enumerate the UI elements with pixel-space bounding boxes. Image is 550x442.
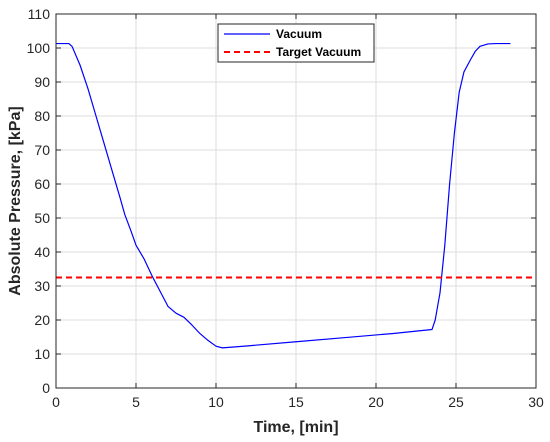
- y-tick-label: 110: [28, 6, 51, 22]
- x-axis-ticks: 0 5 10 15 20 25 30: [52, 14, 544, 410]
- legend-label-target-vacuum: Target Vacuum: [276, 45, 361, 59]
- y-tick-label: 50: [34, 210, 50, 226]
- series-line-vacuum: [56, 42, 511, 349]
- y-tick-label: 20: [34, 312, 50, 328]
- y-tick-label: 100: [27, 40, 51, 56]
- y-tick-label: 70: [34, 142, 50, 158]
- y-tick-label: 30: [34, 278, 50, 294]
- y-axis-label: Absolute Pressure, [kPa]: [7, 106, 24, 295]
- y-axis-ticks: 0 10 20 30 40 50 60 70 80 90 100 110: [27, 6, 536, 396]
- y-tick-label: 10: [34, 346, 50, 362]
- legend-label-vacuum: Vacuum: [276, 27, 322, 41]
- series-layer: [56, 42, 536, 349]
- y-tick-label: 60: [34, 176, 50, 192]
- y-tick-label: 40: [34, 244, 50, 260]
- legend: Vacuum Target Vacuum: [217, 23, 375, 63]
- x-tick-label: 20: [368, 394, 384, 410]
- x-tick-label: 25: [448, 394, 464, 410]
- y-tick-label: 0: [42, 380, 50, 396]
- x-tick-label: 10: [208, 394, 224, 410]
- x-tick-label: 5: [132, 394, 140, 410]
- y-tick-label: 90: [34, 74, 50, 90]
- y-tick-label: 80: [34, 108, 50, 124]
- x-tick-label: 15: [288, 394, 304, 410]
- x-tick-label: 30: [528, 394, 544, 410]
- x-axis-label: Time, [min]: [253, 419, 338, 436]
- legend-box: [217, 23, 375, 63]
- x-tick-label: 0: [52, 394, 60, 410]
